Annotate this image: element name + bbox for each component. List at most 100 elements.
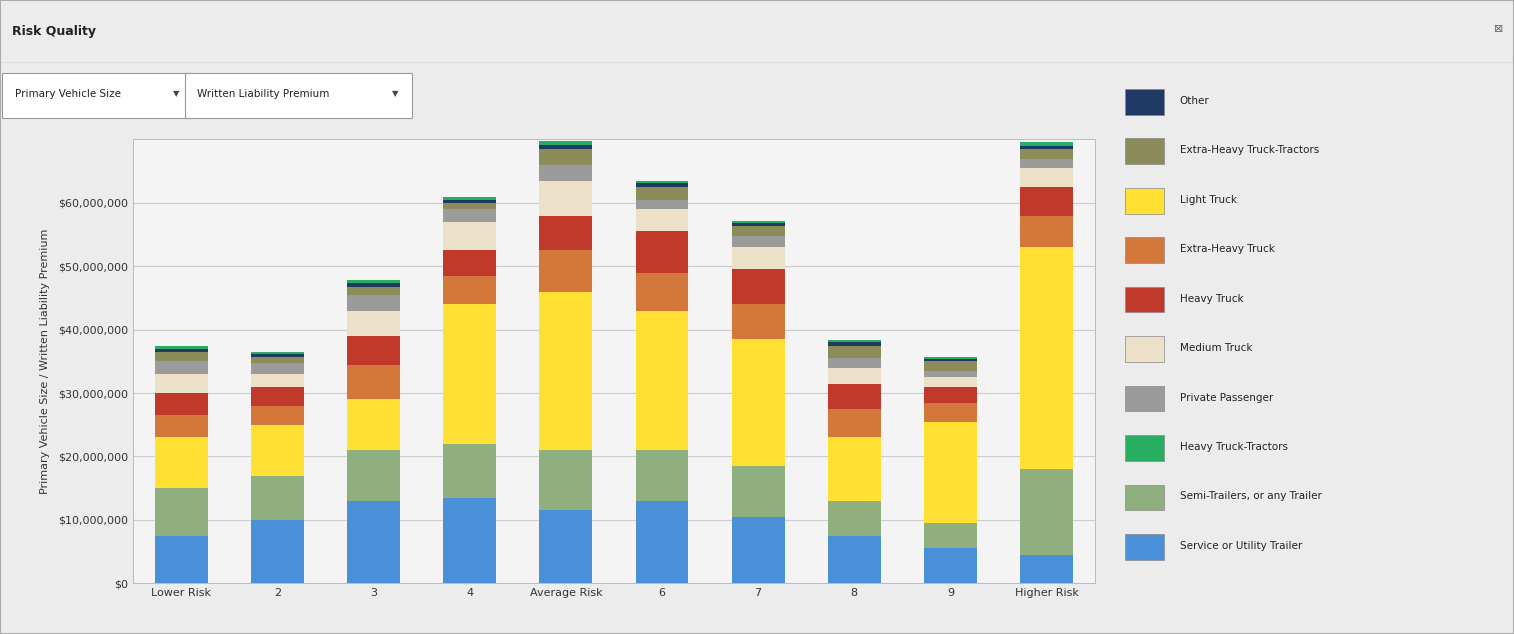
Bar [539,450,592,510]
Bar [828,536,881,583]
Bar [1020,469,1073,555]
Bar [251,520,304,583]
Bar [1125,138,1164,164]
Bar [924,357,977,359]
Bar [251,425,304,476]
Bar [924,548,977,583]
Bar [539,292,592,450]
Bar [347,311,400,336]
Bar [251,363,304,374]
Bar [636,187,689,200]
Text: ▼: ▼ [173,89,179,98]
Text: Private Passenger: Private Passenger [1179,392,1273,403]
Bar [347,287,400,295]
Bar [347,365,400,399]
Text: ▼: ▼ [392,89,398,98]
Bar [539,141,592,145]
Text: Extra-Heavy Truck-Tractors: Extra-Heavy Truck-Tractors [1179,145,1319,155]
Bar [347,283,400,287]
Bar [539,165,592,181]
Bar [154,536,207,583]
Text: Other: Other [1179,96,1210,106]
Bar [636,209,689,231]
Bar [731,247,784,269]
Bar [636,273,689,311]
Bar [1020,216,1073,247]
Text: Risk Quality: Risk Quality [12,25,95,38]
Bar [731,221,784,223]
Text: Extra-Heavy Truck: Extra-Heavy Truck [1179,244,1275,254]
Bar [154,346,207,349]
Bar [251,406,304,425]
Text: Heavy Truck: Heavy Truck [1179,294,1243,304]
Bar [636,181,689,183]
Text: Written Liability Premium: Written Liability Premium [197,89,329,99]
Bar [731,226,784,236]
Text: Heavy Truck-Tractors: Heavy Truck-Tractors [1179,442,1288,452]
Bar [347,450,400,501]
Bar [1020,187,1073,216]
Bar [251,357,304,363]
Bar [444,209,497,222]
Text: Semi-Trailers, or any Trailer: Semi-Trailers, or any Trailer [1179,491,1322,501]
Bar [444,250,497,276]
Bar [828,342,881,346]
Bar [154,349,207,352]
Bar [924,523,977,548]
Bar [1125,336,1164,362]
Bar [154,361,207,374]
Bar [636,311,689,450]
Bar [731,269,784,304]
Bar [444,197,497,200]
Bar [924,371,977,377]
Bar [347,280,400,283]
Bar [924,359,977,361]
Bar [731,517,784,583]
Bar [1020,555,1073,583]
Bar [444,200,497,203]
Bar [636,501,689,583]
Bar [347,501,400,583]
Bar [1020,158,1073,168]
Bar [636,450,689,501]
Text: Medium Truck: Medium Truck [1179,343,1252,353]
Bar [1020,247,1073,469]
Bar [1125,188,1164,214]
Bar [828,437,881,501]
Bar [1125,484,1164,510]
Bar [1020,168,1073,187]
Bar [636,200,689,209]
Bar [924,403,977,422]
Bar [828,346,881,358]
Bar [828,409,881,437]
FancyBboxPatch shape [2,72,191,118]
Bar [154,374,207,393]
Bar [251,354,304,357]
Bar [539,145,592,149]
Bar [539,250,592,292]
Bar [444,498,497,583]
Bar [828,358,881,368]
Bar [731,466,784,517]
Bar [539,181,592,216]
Bar [444,222,497,250]
Bar [731,236,784,247]
Bar [636,231,689,273]
Bar [1125,89,1164,115]
Bar [154,488,207,536]
Bar [924,422,977,523]
Bar [1020,146,1073,149]
Bar [251,374,304,387]
Bar [154,352,207,361]
Bar [924,377,977,387]
Text: Light Truck: Light Truck [1179,195,1237,205]
Bar [731,304,784,339]
Bar [444,276,497,304]
Text: Service or Utility Trailer: Service or Utility Trailer [1179,541,1302,551]
Bar [347,399,400,450]
Bar [828,384,881,409]
Bar [1125,435,1164,461]
Bar [1020,149,1073,158]
Bar [444,203,497,209]
Bar [444,444,497,498]
